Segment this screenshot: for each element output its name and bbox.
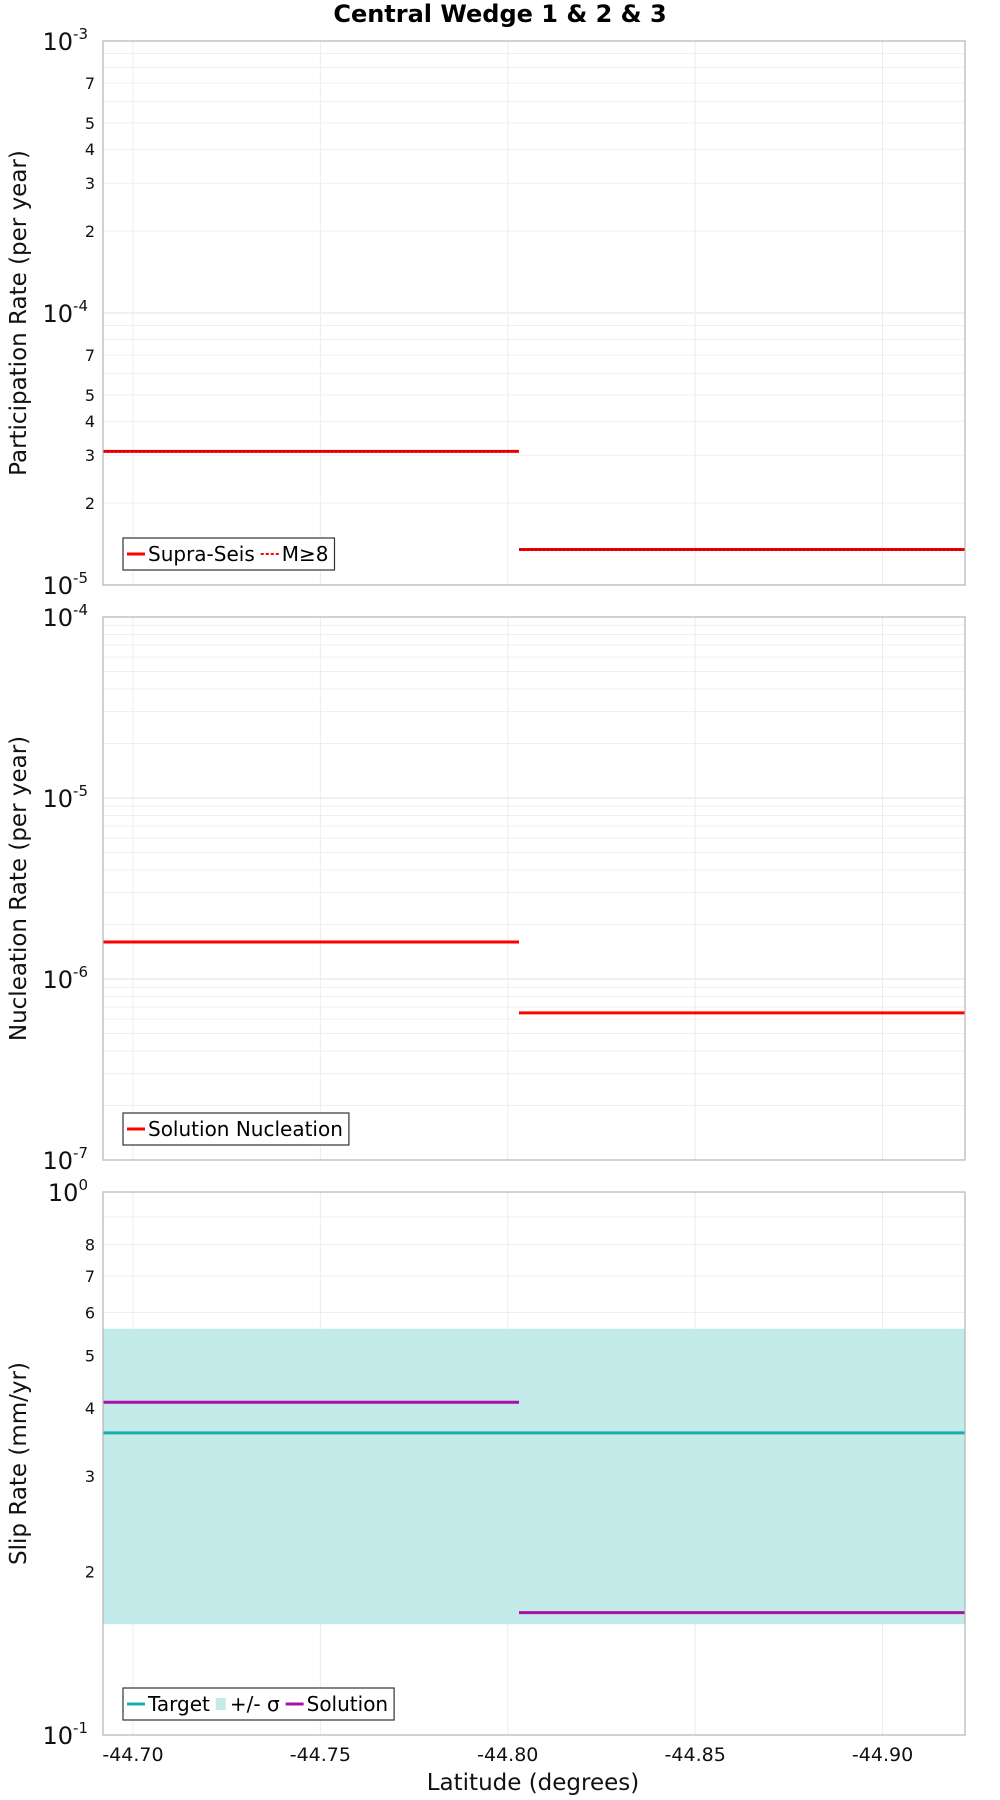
tick-exponent: -3 [73,25,88,43]
legend-entry-label: Solution Nucleation [148,1117,343,1141]
legend: Solution Nucleation [122,1112,350,1146]
tick-base: 10 [42,300,73,328]
chart-title: Central Wedge 1 & 2 & 3 [333,0,666,28]
legend-frame [122,1112,350,1146]
y-minor-tick-label: 4 [85,1399,95,1418]
y-major-tick-label: 10-4 [42,601,88,632]
y-major-tick-label: 10-6 [42,963,88,994]
sigma-band [103,1328,965,1625]
tick-exponent: 0 [78,1176,88,1194]
y-major-tick-label: 10-4 [42,297,88,328]
y-minor-tick-label: 3 [85,174,95,193]
x-tick-label: -44.70 [102,1744,163,1766]
x-tick-label: -44.80 [477,1744,538,1766]
y-minor-tick-label: 2 [85,494,95,513]
legend-swatch [215,1698,226,1710]
tick-base: 10 [42,604,73,632]
tick-base: 10 [42,1722,73,1750]
x-axis-label: Latitude (degrees) [427,1770,640,1796]
y-major-tick-label: 10-1 [42,1719,88,1750]
legend: Target +/- σ Solution [122,1687,395,1721]
y-major-tick-label: 100 [48,1176,88,1207]
y-axis-label: Nucleation Rate (per year) [6,736,32,1041]
plot-frame [102,616,966,1161]
y-minor-tick-label: 5 [85,114,95,133]
y-minor-tick-label: 7 [85,1267,95,1286]
legend-entry-label: +/- σ [230,1692,280,1716]
tick-exponent: -5 [73,782,88,800]
plot-frame [102,1191,966,1736]
y-minor-tick-label: 5 [85,1346,95,1365]
y-minor-tick-label: 5 [85,386,95,405]
tick-exponent: -1 [73,1719,88,1737]
y-major-tick-label: 10-5 [42,782,88,813]
y-minor-tick-label: 3 [85,446,95,465]
tick-base: 10 [42,572,73,600]
x-axis-ticks: -44.70 -44.75 -44.80 -44.85 -44.90 [102,1744,913,1766]
y-major-tick-label: 10-7 [42,1144,88,1175]
legend-entry-label: Target [147,1692,210,1716]
y-minor-tick-label: 8 [85,1236,95,1255]
plot-frame [102,40,966,586]
y-minor-tick-label: 4 [85,412,95,431]
y-minor-tick-label: 2 [85,1563,95,1582]
tick-exponent: -4 [73,297,88,315]
x-tick-label: -44.90 [852,1744,913,1766]
tick-exponent: -4 [73,601,88,619]
y-minor-tick-label: 3 [85,1467,95,1486]
tick-base: 10 [42,785,73,813]
x-tick-label: -44.75 [290,1744,351,1766]
y-major-tick-label: 10-5 [42,569,88,600]
tick-base: 10 [48,1179,79,1207]
y-minor-tick-label: 4 [85,140,95,159]
legend-entry-label: Supra-Seis [148,542,255,566]
tick-exponent: -5 [73,569,88,587]
y-major-tick-label: 10-3 [42,25,88,56]
x-tick-label: -44.85 [665,1744,726,1766]
tick-exponent: -7 [73,1144,88,1162]
legend: Supra-Seis M≥8 [122,537,336,571]
y-minor-tick-label: 2 [85,222,95,241]
tick-exponent: -6 [73,963,88,981]
y-axis-label: Participation Rate (per year) [6,150,32,476]
tick-base: 10 [42,966,73,994]
tick-base: 10 [42,1147,73,1175]
y-minor-tick-label: 7 [85,74,95,93]
legend-entry-label: Solution [307,1692,388,1716]
legend-frame [122,1687,395,1721]
legend-frame [122,537,336,571]
tick-base: 10 [42,28,73,56]
y-minor-tick-label: 7 [85,346,95,365]
y-axis-label: Slip Rate (mm/yr) [6,1362,32,1565]
legend-entry-label: M≥8 [282,542,329,566]
y-minor-tick-label: 6 [85,1303,95,1322]
